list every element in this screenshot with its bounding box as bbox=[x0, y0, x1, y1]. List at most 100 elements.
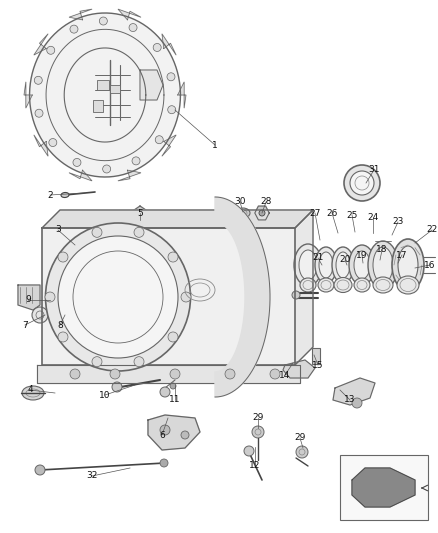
Bar bbox=[340, 455, 428, 520]
Text: 2: 2 bbox=[47, 190, 53, 199]
Polygon shape bbox=[69, 9, 92, 20]
Circle shape bbox=[35, 465, 45, 475]
Ellipse shape bbox=[373, 277, 393, 293]
Text: 30: 30 bbox=[234, 198, 246, 206]
Text: 14: 14 bbox=[279, 370, 291, 379]
Circle shape bbox=[47, 46, 55, 54]
Circle shape bbox=[296, 446, 308, 458]
Circle shape bbox=[168, 106, 176, 114]
Circle shape bbox=[292, 291, 300, 299]
Text: 31: 31 bbox=[368, 166, 380, 174]
Text: 27: 27 bbox=[309, 208, 321, 217]
Ellipse shape bbox=[236, 208, 250, 218]
Text: 17: 17 bbox=[396, 251, 408, 260]
Polygon shape bbox=[37, 365, 300, 383]
Bar bbox=[110, 85, 120, 93]
Polygon shape bbox=[352, 468, 415, 507]
Ellipse shape bbox=[398, 246, 418, 284]
Circle shape bbox=[70, 369, 80, 379]
Circle shape bbox=[160, 425, 170, 435]
Text: 4: 4 bbox=[27, 385, 33, 394]
Circle shape bbox=[168, 252, 178, 262]
Circle shape bbox=[34, 76, 42, 84]
Polygon shape bbox=[283, 360, 315, 378]
Polygon shape bbox=[295, 210, 313, 365]
Polygon shape bbox=[34, 34, 48, 55]
Circle shape bbox=[70, 25, 78, 33]
Text: 19: 19 bbox=[356, 251, 368, 260]
Polygon shape bbox=[178, 82, 186, 108]
Circle shape bbox=[170, 369, 180, 379]
Ellipse shape bbox=[61, 192, 69, 198]
Polygon shape bbox=[162, 34, 176, 55]
Polygon shape bbox=[42, 228, 295, 365]
Circle shape bbox=[244, 446, 254, 456]
Circle shape bbox=[35, 109, 43, 117]
Polygon shape bbox=[30, 13, 180, 177]
Bar bbox=[93, 100, 103, 112]
Ellipse shape bbox=[332, 247, 354, 283]
Circle shape bbox=[270, 369, 280, 379]
Circle shape bbox=[58, 252, 68, 262]
Circle shape bbox=[352, 398, 362, 408]
Text: 9: 9 bbox=[25, 295, 31, 304]
Text: 10: 10 bbox=[99, 391, 111, 400]
Circle shape bbox=[102, 165, 111, 173]
Circle shape bbox=[112, 382, 122, 392]
Circle shape bbox=[99, 17, 107, 25]
Circle shape bbox=[46, 291, 68, 313]
Text: 22: 22 bbox=[426, 225, 438, 235]
Text: 25: 25 bbox=[346, 211, 358, 220]
Text: 7: 7 bbox=[22, 320, 28, 329]
Text: 13: 13 bbox=[344, 395, 356, 405]
Text: 1: 1 bbox=[212, 141, 218, 149]
Text: 21: 21 bbox=[312, 254, 324, 262]
Text: 15: 15 bbox=[312, 360, 324, 369]
Ellipse shape bbox=[318, 278, 334, 292]
Ellipse shape bbox=[349, 245, 375, 285]
Polygon shape bbox=[42, 210, 313, 228]
Polygon shape bbox=[118, 170, 141, 181]
Circle shape bbox=[132, 157, 140, 165]
Ellipse shape bbox=[336, 252, 350, 278]
Text: 29: 29 bbox=[294, 433, 306, 442]
Circle shape bbox=[160, 459, 168, 467]
Ellipse shape bbox=[319, 252, 333, 278]
Polygon shape bbox=[140, 70, 163, 100]
Text: 3: 3 bbox=[55, 225, 61, 235]
Circle shape bbox=[225, 369, 235, 379]
Circle shape bbox=[49, 139, 57, 147]
Circle shape bbox=[134, 228, 144, 237]
Text: 32: 32 bbox=[86, 472, 98, 481]
Ellipse shape bbox=[334, 278, 352, 293]
Circle shape bbox=[58, 332, 68, 342]
Text: 20: 20 bbox=[339, 255, 351, 264]
Circle shape bbox=[170, 383, 176, 389]
Circle shape bbox=[344, 165, 380, 201]
Ellipse shape bbox=[368, 241, 398, 289]
Circle shape bbox=[181, 431, 189, 439]
Ellipse shape bbox=[46, 223, 191, 371]
Polygon shape bbox=[24, 82, 32, 108]
Ellipse shape bbox=[315, 247, 337, 283]
Text: 8: 8 bbox=[57, 320, 63, 329]
Text: 11: 11 bbox=[169, 395, 181, 405]
Text: 6: 6 bbox=[159, 431, 165, 440]
Circle shape bbox=[45, 292, 55, 302]
Circle shape bbox=[51, 296, 63, 308]
Polygon shape bbox=[255, 206, 269, 220]
Ellipse shape bbox=[300, 278, 316, 292]
Circle shape bbox=[134, 357, 144, 367]
Text: 5: 5 bbox=[137, 208, 143, 217]
Polygon shape bbox=[118, 9, 141, 20]
Circle shape bbox=[160, 387, 170, 397]
Ellipse shape bbox=[392, 239, 424, 291]
Polygon shape bbox=[333, 378, 375, 405]
Ellipse shape bbox=[294, 244, 322, 286]
Bar bbox=[97, 80, 109, 90]
Circle shape bbox=[167, 73, 175, 81]
Polygon shape bbox=[134, 206, 147, 224]
Circle shape bbox=[136, 211, 144, 219]
Circle shape bbox=[73, 158, 81, 166]
Polygon shape bbox=[148, 415, 200, 450]
